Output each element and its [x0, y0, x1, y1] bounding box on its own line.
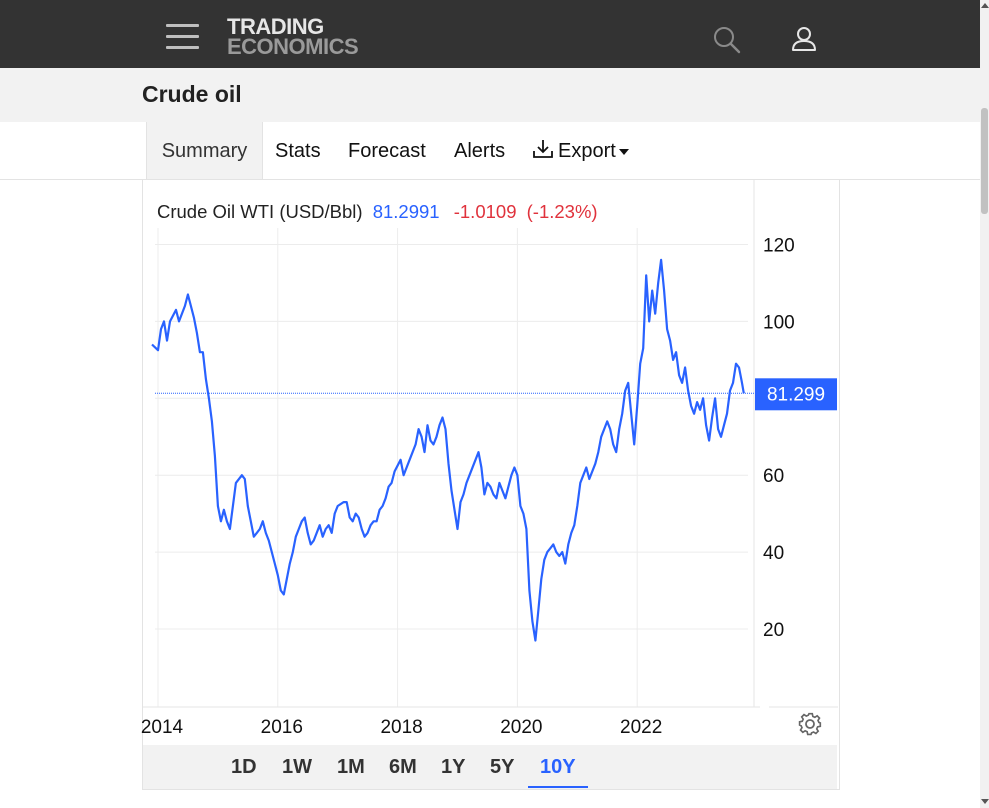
active-timeframe-indicator — [528, 786, 588, 788]
timeframe-1y[interactable]: 1Y — [441, 756, 466, 778]
tab-export[interactable]: Export — [532, 122, 629, 179]
chart-container — [142, 179, 840, 790]
tab-stats[interactable]: Stats — [275, 140, 321, 162]
scroll-down-arrow-icon[interactable] — [981, 799, 989, 804]
logo-line-2: ECONOMICS — [227, 34, 359, 59]
tab-alerts[interactable]: Alerts — [454, 140, 506, 162]
page-scrollbar[interactable] — [980, 0, 989, 808]
timeframe-6m[interactable]: 6M — [389, 756, 417, 778]
gear-icon[interactable] — [797, 711, 823, 737]
timeframe-bar — [143, 745, 837, 789]
subheader — [0, 68, 980, 123]
search-icon[interactable] — [712, 26, 742, 54]
timeframe-1d[interactable]: 1D — [231, 756, 257, 778]
timeframe-1m[interactable]: 1M — [337, 756, 365, 778]
site-logo[interactable]: TRADING ECONOMICS — [227, 14, 359, 59]
timeframe-5y[interactable]: 5Y — [490, 756, 515, 778]
scrollbar-thumb[interactable] — [981, 108, 988, 214]
hamburger-icon[interactable] — [166, 24, 199, 50]
download-icon — [533, 140, 553, 158]
page-title: Crude oil — [142, 81, 242, 107]
tab-forecast[interactable]: Forecast — [348, 140, 426, 162]
chevron-down-icon — [618, 148, 629, 155]
timeframe-10y[interactable]: 10Y — [540, 756, 576, 778]
tab-summary[interactable]: Summary — [146, 122, 263, 179]
user-icon[interactable] — [791, 26, 817, 52]
top-navigation-bar — [0, 0, 980, 68]
scroll-up-arrow-icon[interactable] — [981, 3, 989, 8]
logo-line-1: TRADING — [227, 14, 324, 39]
export-label: Export — [558, 140, 616, 162]
timeframe-1w[interactable]: 1W — [282, 756, 312, 778]
